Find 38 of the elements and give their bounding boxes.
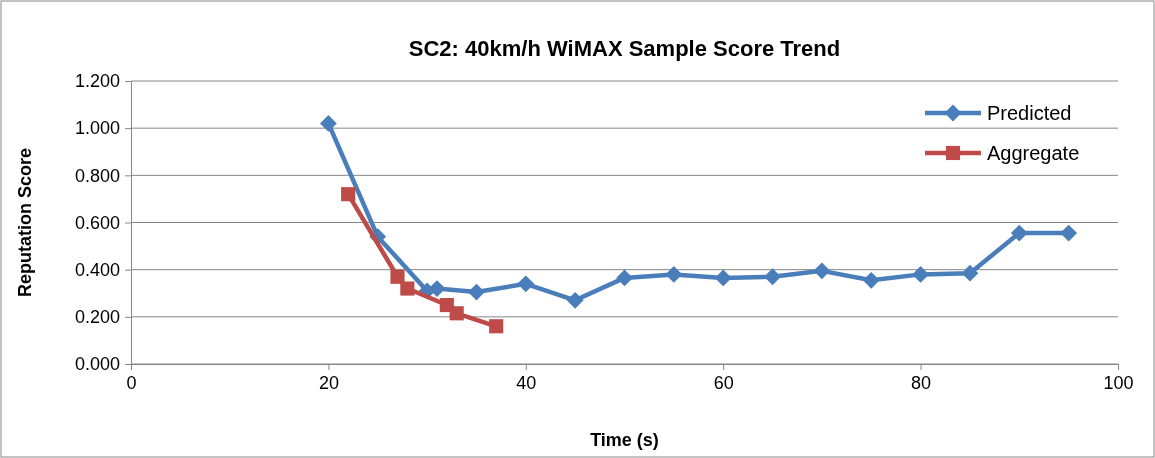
point xyxy=(320,115,337,132)
y-tick-label: 1.200 xyxy=(74,71,120,92)
point xyxy=(468,283,485,301)
point xyxy=(764,268,781,286)
point xyxy=(341,187,356,202)
point xyxy=(912,265,929,283)
point xyxy=(714,269,732,287)
point xyxy=(566,291,584,309)
point xyxy=(1060,224,1078,242)
legend-label: Predicted xyxy=(987,102,1072,124)
point xyxy=(1010,224,1028,242)
x-tick-label: 0 xyxy=(126,373,137,394)
legend-label: Aggregate xyxy=(987,142,1080,164)
point xyxy=(489,319,504,334)
point xyxy=(862,271,880,289)
point xyxy=(449,306,464,321)
point xyxy=(428,280,446,297)
x-tick-label: 20 xyxy=(318,373,339,394)
chart-title: SC2: 40km/h WiMAX Sample Score Trend xyxy=(408,36,841,61)
y-tick-label: 1.000 xyxy=(74,118,120,139)
point xyxy=(400,281,415,296)
y-tick-label: 0.800 xyxy=(74,165,120,186)
x-tick-label: 80 xyxy=(911,373,932,394)
y-axis-title: Reputation Score xyxy=(15,147,35,298)
x-tick-label: 100 xyxy=(1103,373,1134,394)
point xyxy=(616,269,633,287)
y-tick-label: 0.400 xyxy=(74,259,120,280)
x-axis-title: Time (s) xyxy=(590,430,659,450)
point xyxy=(813,262,831,280)
point xyxy=(517,275,535,293)
x-tick-label: 60 xyxy=(713,373,734,394)
point xyxy=(665,265,683,283)
y-tick-label: 0.200 xyxy=(74,307,120,328)
y-tick-label: 0.600 xyxy=(74,212,120,233)
x-tick-label: 40 xyxy=(516,373,537,394)
y-tick-label: 0.000 xyxy=(74,354,120,375)
point xyxy=(961,264,979,282)
point xyxy=(390,269,405,284)
